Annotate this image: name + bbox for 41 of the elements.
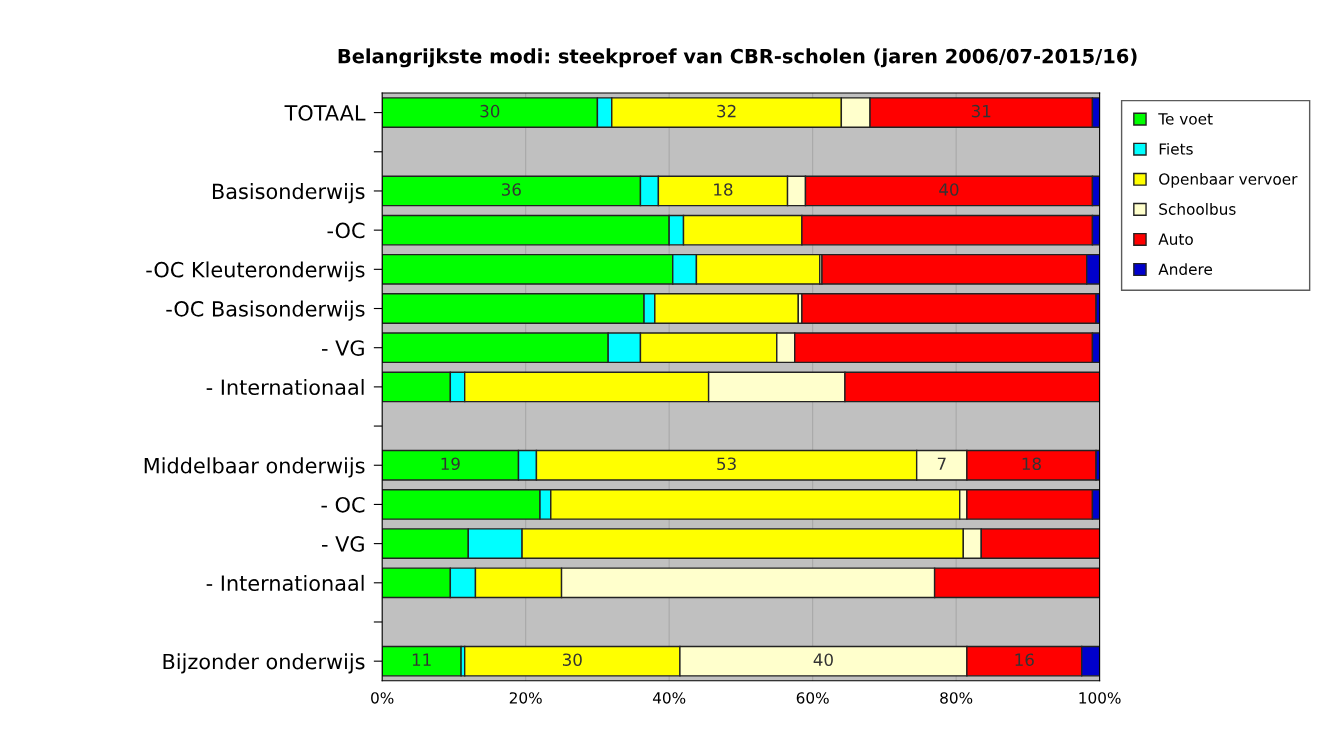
- legend-label: Auto: [1158, 233, 1193, 245]
- legend-label: Openbaar vervoer: [1159, 172, 1298, 188]
- bar: [801, 293, 1097, 324]
- data-label: 40: [813, 653, 833, 666]
- y-tick-label: -OC Basisonderwijs: [166, 300, 365, 321]
- data-label: 16: [1015, 653, 1034, 666]
- x-tick-label: 0%: [371, 692, 394, 704]
- legend-label: Schoolbus: [1159, 203, 1236, 215]
- data-label: 18: [1022, 457, 1041, 471]
- x-tick-label: 80%: [940, 692, 973, 704]
- data-label: 31: [971, 104, 991, 118]
- data-label: 19: [441, 457, 460, 471]
- data-label: 11: [412, 653, 431, 666]
- x-tick-label: 100%: [1079, 692, 1121, 704]
- y-tick-label: - Internationaal: [206, 378, 364, 396]
- x-tick-label: 40%: [652, 692, 686, 704]
- data-label: 32: [717, 104, 736, 118]
- y-tick-label: - OC: [321, 496, 365, 513]
- data-label: 53: [717, 457, 736, 471]
- y-tick-label: Basisonderwijs: [212, 183, 365, 204]
- y-tick-label: - VG: [322, 536, 364, 552]
- y-tick-label: Middelbaar onderwijs: [144, 457, 365, 478]
- y-tick-label: -OC: [327, 222, 365, 239]
- data-label: 30: [480, 104, 500, 118]
- bar: [382, 645, 462, 677]
- data-label: 30: [562, 653, 582, 666]
- x-tick-label: 20%: [509, 692, 542, 704]
- data-label: 7: [937, 457, 946, 470]
- data-label: 18: [714, 183, 733, 196]
- data-label: 36: [501, 183, 521, 196]
- legend-label: Andere: [1158, 263, 1213, 276]
- data-label: 40: [939, 183, 959, 196]
- legend-label: Te voet: [1158, 113, 1213, 125]
- legend-label: Fiets: [1159, 142, 1193, 155]
- x-tick-label: 60%: [796, 692, 829, 704]
- y-tick-label: TOTAAL: [284, 105, 366, 121]
- y-tick-label: -OC Kleuteronderwijs: [146, 261, 365, 282]
- chart-title: Belangrijkste modi: steekproef van CBR-scholen (jaren 2006/07-2015/16): [338, 48, 1137, 68]
- y-tick-label: - VG: [322, 340, 364, 356]
- y-tick-label: Bijzonder onderwijs: [163, 653, 365, 674]
- y-tick-label: - Internationaal: [206, 574, 364, 592]
